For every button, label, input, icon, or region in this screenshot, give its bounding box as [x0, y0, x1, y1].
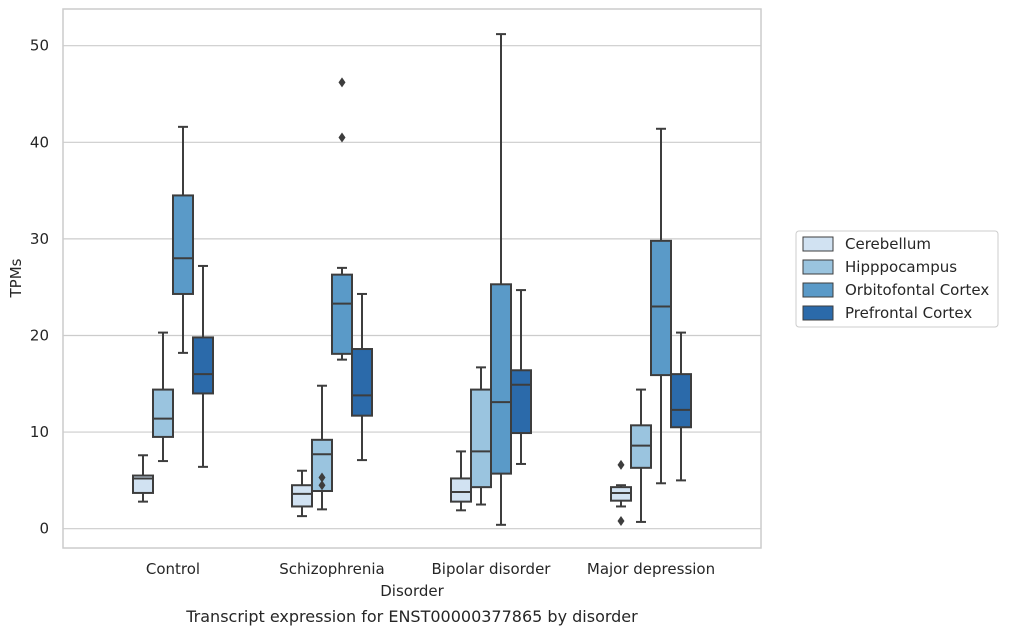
outlier-marker: [318, 480, 326, 491]
series-prefrontal-cortex: [192, 264, 692, 482]
x-tick-label: Schizophrenia: [279, 560, 384, 578]
box: [510, 369, 532, 435]
x-tick-labels: Control Schizophrenia Bipolar disorder Majo…: [146, 560, 715, 578]
y-axis-label: TPMs: [7, 258, 25, 298]
y-tick-label: 0: [39, 520, 49, 538]
legend-swatch: [802, 259, 834, 275]
legend-label: Cerebellum: [845, 235, 931, 253]
box: [490, 283, 512, 475]
x-tick-label: Control: [146, 560, 200, 578]
y-tick-label: 50: [30, 37, 49, 55]
chart-caption: Transcript expression for ENST0000037786…: [185, 607, 638, 626]
box: [152, 388, 174, 438]
y-tick-label: 10: [30, 423, 49, 441]
legend-frame: [795, 230, 999, 328]
x-tick-label: Major depression: [587, 560, 715, 578]
legend-label: Hipppocampus: [845, 258, 957, 276]
box: [331, 273, 353, 355]
y-tick-label: 40: [30, 133, 49, 151]
legend-swatch: [802, 305, 834, 321]
legend-label: Prefrontal Cortex: [845, 304, 972, 322]
plot-frame: [62, 8, 762, 549]
box-series: [132, 33, 692, 526]
box: [192, 336, 214, 395]
box: [291, 484, 313, 508]
outlier-marker: [338, 77, 346, 88]
box: [132, 474, 154, 494]
box: [351, 348, 373, 417]
outlier-marker: [318, 472, 326, 483]
y-tick-label: 30: [30, 230, 49, 248]
outlier-marker: [617, 515, 625, 526]
y-tick-label: 20: [30, 326, 49, 344]
legend-swatch: [802, 282, 834, 298]
series-cerebellum: [132, 450, 632, 526]
series-hipppocampus: [152, 331, 652, 523]
box: [311, 438, 333, 493]
legend-label: Orbitofontal Cortex: [845, 281, 989, 299]
box: [470, 388, 492, 489]
series-orbitofontal-cortex: [172, 33, 672, 526]
box: [670, 373, 692, 429]
x-tick-label: Bipolar disorder: [432, 560, 552, 578]
x-axis-label: Disorder: [380, 582, 444, 600]
legend-swatch: [802, 236, 834, 252]
outlier-marker: [338, 132, 346, 143]
legend: Cerebellum Hipppocampus Orbitofontal Corte…: [795, 230, 999, 328]
y-tick-labels: 0 10 20 30 40 50: [30, 37, 49, 538]
outlier-marker: [617, 459, 625, 470]
box: [450, 477, 472, 503]
box: [172, 194, 194, 295]
box: [650, 239, 672, 377]
